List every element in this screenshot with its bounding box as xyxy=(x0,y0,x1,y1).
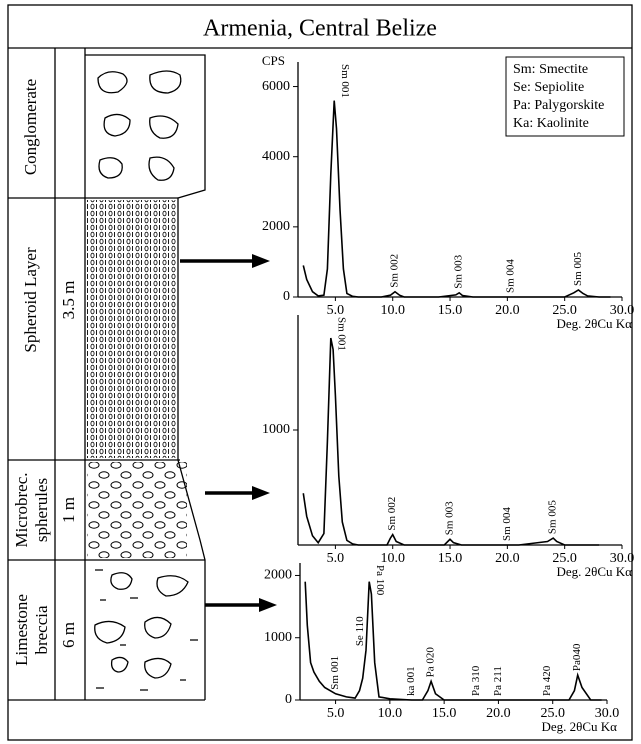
unit-label: Spheroid Layer xyxy=(21,247,40,353)
peak-label: Pa 100 xyxy=(374,565,386,596)
legend-entry: Sm: Smectite xyxy=(513,62,588,77)
x-tick-label: 15.0 xyxy=(438,551,463,566)
x-axis-label: Deg. 2θCu Kα xyxy=(556,564,632,579)
x-tick-label: 5.0 xyxy=(327,303,345,318)
peak-label: Pa 211 xyxy=(492,666,504,696)
legend-entry: Ka: Kaolinite xyxy=(513,116,589,131)
x-axis-label: Deg. 2θCu Kα xyxy=(556,316,632,331)
y-tick-label: 0 xyxy=(285,692,292,707)
y-tick-label: 1000 xyxy=(264,630,292,645)
x-tick-label: 20.0 xyxy=(495,551,520,566)
peak-label: Sm 003 xyxy=(453,254,465,288)
xrd-trace xyxy=(305,582,601,700)
legend-entry: Se: Sepiolite xyxy=(513,80,584,95)
legend: Sm: Smectite Se: Sepiolite Pa: Palygorsk… xyxy=(506,57,624,136)
peak-label: Sm 003 xyxy=(444,501,456,535)
y-axis-label: CPS xyxy=(262,53,285,68)
peak-label: Sm 005 xyxy=(572,252,584,286)
column-labels: Conglomerate Spheroid Layer 3.5 m Microb… xyxy=(12,79,78,666)
peak-label: Sm 002 xyxy=(389,254,401,288)
unit-thickness: 3.5 m xyxy=(59,281,78,320)
y-tick-label: 6000 xyxy=(262,79,290,94)
unit-thickness: 1 m xyxy=(59,497,78,523)
y-tick-label: 2000 xyxy=(264,568,292,583)
unit-thickness: 6 m xyxy=(59,622,78,648)
y-tick-label: 2000 xyxy=(262,219,290,234)
peak-label: Se 110 xyxy=(354,616,366,646)
x-tick-label: 5.0 xyxy=(327,706,345,721)
x-tick-label: 10.0 xyxy=(378,706,403,721)
unit-label: breccia xyxy=(32,605,51,655)
unit-label: Limestone xyxy=(12,594,31,666)
x-tick-label: 10.0 xyxy=(380,303,405,318)
figure: Armenia, Central Belize Conglomerate Sph… xyxy=(0,0,641,744)
peak-label: Sm 002 xyxy=(386,497,398,531)
y-tick-label: 1000 xyxy=(262,422,290,437)
y-tick-label: 4000 xyxy=(262,149,290,164)
x-tick-label: 5.0 xyxy=(327,551,345,566)
legend-entry: Pa: Palygorskite xyxy=(513,98,604,113)
peak-label: Sm 004 xyxy=(501,507,513,541)
peak-label: Sm 001 xyxy=(329,656,341,690)
peak-label: ka 001 xyxy=(405,666,417,696)
y-tick-label: 0 xyxy=(283,289,290,304)
peak-label: Pa 310 xyxy=(470,665,482,696)
unit-label: Microbrec. xyxy=(12,472,31,547)
title: Armenia, Central Belize xyxy=(203,16,437,42)
unit-label: spherules xyxy=(32,478,51,542)
x-tick-label: 15.0 xyxy=(432,706,457,721)
unit-label: Conglomerate xyxy=(21,79,40,175)
x-tick-label: 20.0 xyxy=(495,303,520,318)
x-tick-label: 15.0 xyxy=(438,303,463,318)
peak-label: Pa 020 xyxy=(425,647,437,678)
peak-label: Sm 001 xyxy=(339,64,351,98)
peak-label: Sm 001 xyxy=(335,317,347,351)
peak-label: Pa 420 xyxy=(541,665,553,696)
x-tick-label: 20.0 xyxy=(486,706,511,721)
peak-label: Sm 005 xyxy=(547,500,559,534)
peak-label: Sm 004 xyxy=(504,259,516,293)
x-tick-label: 10.0 xyxy=(380,551,405,566)
peak-label: Pa040 xyxy=(571,643,583,671)
x-axis-label: Deg. 2θCu Kα xyxy=(541,719,617,734)
